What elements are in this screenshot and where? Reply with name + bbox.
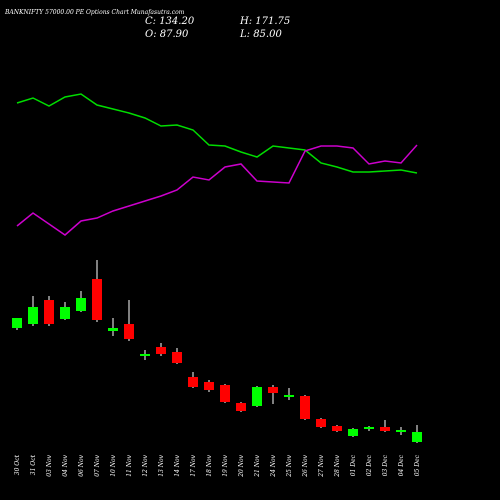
- candle-body: [124, 324, 134, 339]
- x-tick-label: 30 Oct: [14, 454, 21, 475]
- x-tick-label: 19 Nov: [222, 454, 229, 476]
- x-tick-label: 31 Oct: [30, 454, 37, 475]
- candle-body: [252, 387, 262, 406]
- x-tick-label: 27 Nov: [318, 454, 325, 477]
- x-tick-label: 04 Dec: [398, 454, 405, 476]
- candle-body: [220, 385, 230, 402]
- x-tick-label: 21 Nov: [254, 454, 261, 477]
- x-tick-label: 05 Dec: [414, 454, 421, 476]
- candle-body: [28, 307, 38, 324]
- candle-body: [204, 382, 214, 390]
- open-label: O: 87.90: [145, 29, 189, 40]
- x-tick-label: 03 Dec: [382, 454, 389, 476]
- candle-body: [108, 328, 118, 331]
- x-tick-label: 06 Nov: [78, 454, 85, 476]
- x-tick-label: 10 Nov: [110, 454, 117, 476]
- candle-body: [188, 377, 198, 387]
- x-tick-label: 24 Nov: [270, 454, 277, 477]
- indicator-line: [16, 144, 418, 236]
- x-tick-label: 03 Nov: [46, 454, 53, 476]
- x-tick-label: 02 Dec: [366, 454, 373, 476]
- candle-body: [348, 429, 358, 436]
- candle-body: [364, 427, 374, 429]
- candle-body: [92, 279, 102, 320]
- candle-body: [300, 396, 310, 419]
- x-tick-label: 18 Nov: [206, 454, 213, 476]
- indicator-line: [16, 93, 418, 174]
- x-tick-label: 28 Nov: [334, 454, 341, 477]
- low-label: L: 85.00: [239, 29, 282, 40]
- x-tick-label: 20 Nov: [238, 454, 245, 477]
- candle-body: [396, 430, 406, 432]
- candle-body: [156, 347, 166, 354]
- candle-body: [12, 318, 22, 328]
- candle-body: [172, 352, 182, 363]
- candle-body: [332, 426, 342, 431]
- candle-body: [284, 395, 294, 397]
- chart-title: BANKNIFTY 57000.00 PE Options Chart Muna…: [4, 9, 185, 16]
- x-tick-label: 07 Nov: [94, 454, 101, 476]
- x-tick-label: 11 Nov: [126, 454, 133, 476]
- candle-body: [268, 387, 278, 393]
- candle-body: [380, 427, 390, 431]
- close-label: C: 134.20: [145, 16, 195, 27]
- x-tick-label: 12 Nov: [142, 454, 149, 476]
- candle-body: [44, 300, 54, 324]
- x-tick-label: 17 Nov: [190, 454, 197, 476]
- candle-body: [76, 298, 86, 311]
- candle-body: [316, 419, 326, 427]
- x-tick-label: 14 Nov: [174, 454, 181, 476]
- high-label: H: 171.75: [239, 16, 290, 27]
- x-tick-label: 04 Nov: [62, 454, 69, 476]
- candle-body: [60, 307, 70, 319]
- x-tick-label: 26 Nov: [302, 454, 309, 477]
- x-tick-label: 01 Dec: [350, 454, 357, 476]
- x-tick-label: 13 Nov: [158, 454, 165, 476]
- candle-body: [236, 403, 246, 411]
- candle-body: [412, 432, 422, 442]
- candle-body: [140, 354, 150, 356]
- x-tick-label: 25 Nov: [286, 454, 293, 477]
